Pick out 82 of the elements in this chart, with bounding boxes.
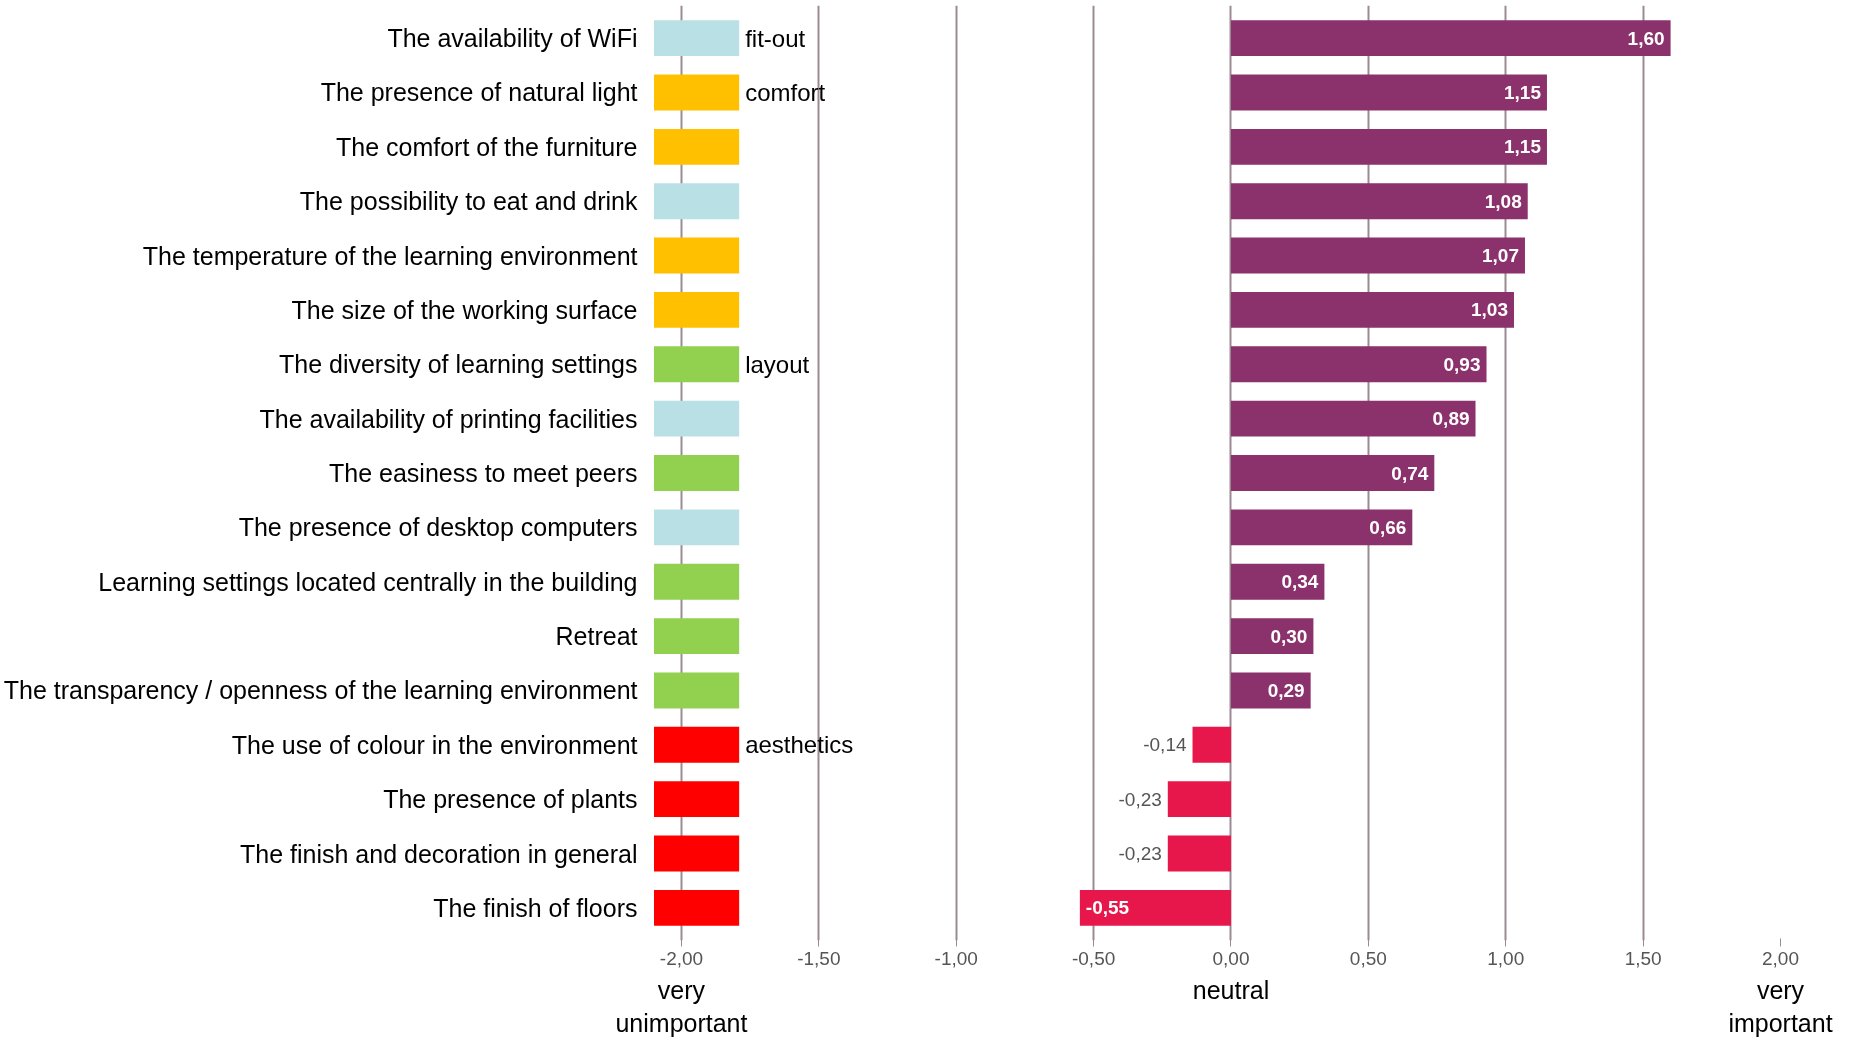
x-tick-label: 0,00 — [1212, 947, 1250, 969]
bar — [654, 889, 740, 926]
x-tick-label: -1,50 — [797, 947, 841, 969]
bar — [1192, 726, 1231, 763]
y-tick-label: The size of the working surface — [291, 295, 638, 324]
data-label: 1,08 — [1484, 190, 1522, 212]
bar — [1230, 237, 1525, 274]
data-label: -0,23 — [1118, 788, 1162, 810]
bar — [654, 781, 740, 818]
y-tick-label: Learning settings located centrally in the building — [98, 567, 638, 596]
data-label: 0,34 — [1281, 571, 1319, 593]
data-label: 0,30 — [1270, 625, 1308, 647]
bar — [654, 346, 740, 383]
bar — [1167, 781, 1231, 818]
bar — [1230, 74, 1547, 111]
y-tick-label: The possibility to eat and drink — [299, 187, 638, 216]
y-tick-label: The presence of desktop computers — [238, 513, 638, 542]
bar — [1230, 346, 1487, 383]
data-label: 0,89 — [1432, 408, 1470, 430]
x-tick-label: 1,00 — [1487, 947, 1525, 969]
annotation: aesthetics — [745, 731, 854, 759]
bar — [1167, 835, 1231, 872]
annotation: comfort — [745, 78, 826, 106]
bar — [654, 509, 740, 546]
bar — [654, 183, 740, 220]
text: very unimportant — [615, 975, 748, 1038]
data-label: -0,55 — [1085, 897, 1130, 919]
x-tick-label: 0,50 — [1349, 947, 1387, 969]
text: neutral — [1192, 975, 1270, 1004]
y-tick-label: The temperature of the learning environment — [142, 241, 638, 270]
bar — [1230, 291, 1514, 328]
data-label: 0,74 — [1391, 462, 1429, 484]
x-tick-label: 1,50 — [1624, 947, 1662, 969]
bar — [654, 835, 740, 872]
bar — [654, 291, 740, 328]
x-tick-label: -0,50 — [1071, 947, 1116, 969]
bar — [654, 20, 740, 57]
x-tick-label: -2,00 — [659, 947, 704, 969]
data-label: 0,29 — [1267, 679, 1305, 701]
y-tick-label: The finish and decoration in general — [240, 839, 638, 868]
annotation: layout — [745, 350, 810, 378]
y-tick-label: The transparency / openness of the learning environment — [3, 676, 638, 705]
y-tick-label: The finish of floors — [433, 893, 638, 922]
bar — [654, 563, 740, 600]
bar — [654, 128, 740, 165]
bar — [1230, 128, 1547, 165]
bar — [1230, 400, 1476, 437]
y-tick-label: The presence of natural light — [320, 78, 638, 107]
annotation: fit-out — [745, 24, 806, 52]
data-label: 0,66 — [1369, 516, 1407, 538]
y-tick-label: The comfort of the furniture — [335, 132, 638, 161]
data-label: 1,60 — [1627, 27, 1665, 49]
bar — [654, 618, 740, 655]
y-tick-label: The availability of printing facilities — [259, 404, 638, 433]
y-tick-label: The use of colour in the environment — [231, 730, 638, 759]
bar — [1079, 889, 1231, 926]
bar — [654, 672, 740, 709]
y-tick-label: The easiness to meet peers — [329, 459, 638, 487]
bar — [1230, 455, 1435, 491]
y-tick-label: The presence of plants — [383, 785, 638, 814]
y-tick-label: The diversity of learning settings — [278, 350, 638, 379]
data-label: -0,23 — [1118, 843, 1162, 865]
bar — [654, 726, 740, 763]
bar — [654, 74, 740, 111]
bar — [1230, 563, 1325, 600]
y-tick-label: Retreat — [555, 622, 638, 651]
y-tick-label: The availability of WiFi — [387, 24, 638, 53]
x-tick-label: 2,00 — [1762, 947, 1799, 969]
data-label: 1,15 — [1503, 81, 1542, 103]
data-label: 1,07 — [1482, 245, 1519, 267]
data-label: 1,03 — [1471, 299, 1508, 321]
data-label: -0,14 — [1143, 734, 1187, 756]
data-label: 0,93 — [1443, 353, 1481, 375]
bar — [1230, 183, 1528, 220]
x-tick-label: -1,00 — [934, 947, 978, 969]
bar — [654, 455, 740, 491]
text: very important — [1728, 975, 1833, 1038]
bar — [1230, 20, 1671, 57]
bar — [654, 400, 740, 437]
bar — [654, 237, 740, 274]
bar — [1230, 509, 1413, 546]
data-label: 1,15 — [1503, 136, 1542, 158]
